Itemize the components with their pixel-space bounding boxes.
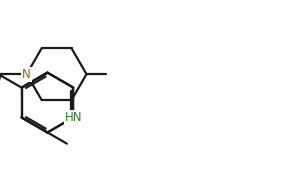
Text: N: N bbox=[22, 68, 31, 81]
Text: HN: HN bbox=[65, 111, 82, 124]
